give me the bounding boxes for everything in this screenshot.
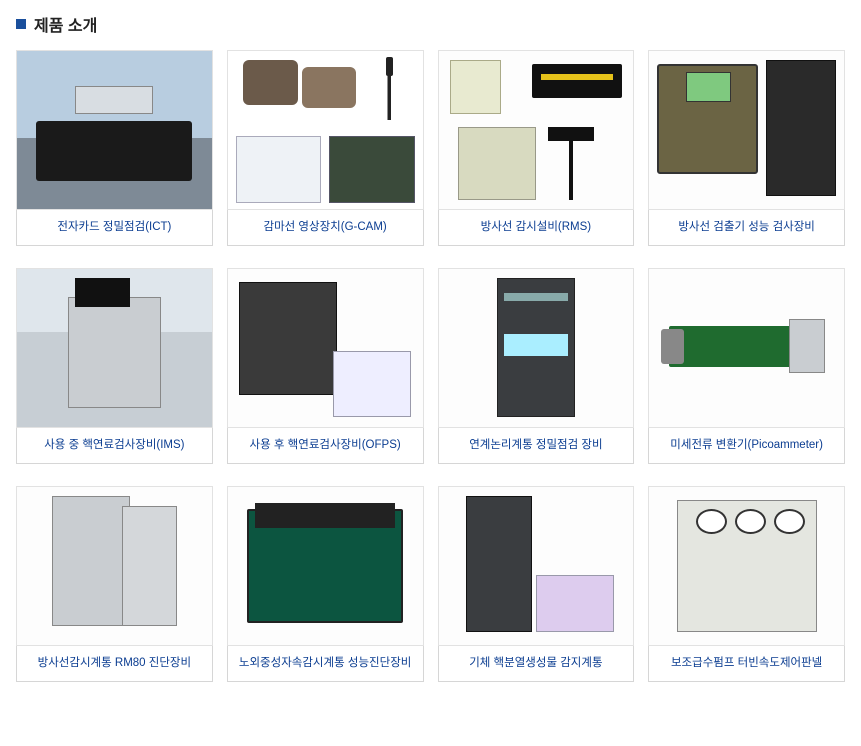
product-card[interactable]: 사용 후 핵연료검사장비(OFPS) (227, 268, 424, 464)
product-thumbnail (438, 486, 635, 646)
product-label: 연계논리계통 정밀점검 장비 (438, 428, 635, 464)
product-thumbnail (227, 268, 424, 428)
product-thumbnail (438, 50, 635, 210)
product-card[interactable]: 방사선감시계통 RM80 진단장비 (16, 486, 213, 682)
section-bullet-icon (16, 19, 26, 29)
product-thumbnail (648, 486, 845, 646)
product-card[interactable]: 사용 중 핵연료검사장비(IMS) (16, 268, 213, 464)
product-label: 방사선 감시설비(RMS) (438, 210, 635, 246)
product-thumbnail (227, 486, 424, 646)
product-label: 보조급수펌프 터빈속도제어판넬 (648, 646, 845, 682)
product-thumbnail (648, 268, 845, 428)
product-thumbnail (16, 486, 213, 646)
product-thumbnail (648, 50, 845, 210)
product-label: 노외중성자속감시계통 성능진단장비 (227, 646, 424, 682)
product-card[interactable]: 미세전류 변환기(Picoammeter) (648, 268, 845, 464)
product-card[interactable]: 방사선 검출기 성능 검사장비 (648, 50, 845, 246)
product-card[interactable]: 감마선 영상장치(G-CAM) (227, 50, 424, 246)
product-card[interactable]: 연계논리계통 정밀점검 장비 (438, 268, 635, 464)
section-header: 제품 소개 (16, 12, 845, 36)
product-label: 감마선 영상장치(G-CAM) (227, 210, 424, 246)
product-label: 사용 중 핵연료검사장비(IMS) (16, 428, 213, 464)
product-thumbnail (16, 268, 213, 428)
product-label: 전자카드 정밀점검(ICT) (16, 210, 213, 246)
product-thumbnail (227, 50, 424, 210)
product-thumbnail (438, 268, 635, 428)
product-card[interactable]: 노외중성자속감시계통 성능진단장비 (227, 486, 424, 682)
product-label: 미세전류 변환기(Picoammeter) (648, 428, 845, 464)
product-card[interactable]: 전자카드 정밀점검(ICT) (16, 50, 213, 246)
product-card[interactable]: 방사선 감시설비(RMS) (438, 50, 635, 246)
product-card[interactable]: 보조급수펌프 터빈속도제어판넬 (648, 486, 845, 682)
product-grid: 전자카드 정밀점검(ICT) 감마선 영상장치(G-CAM) 방사선 감시설비(… (16, 50, 845, 682)
product-thumbnail (16, 50, 213, 210)
product-label: 사용 후 핵연료검사장비(OFPS) (227, 428, 424, 464)
product-label: 기체 핵분열생성물 감지계통 (438, 646, 635, 682)
section-title: 제품 소개 (34, 12, 97, 36)
product-card[interactable]: 기체 핵분열생성물 감지계통 (438, 486, 635, 682)
product-label: 방사선 검출기 성능 검사장비 (648, 210, 845, 246)
product-label: 방사선감시계통 RM80 진단장비 (16, 646, 213, 682)
